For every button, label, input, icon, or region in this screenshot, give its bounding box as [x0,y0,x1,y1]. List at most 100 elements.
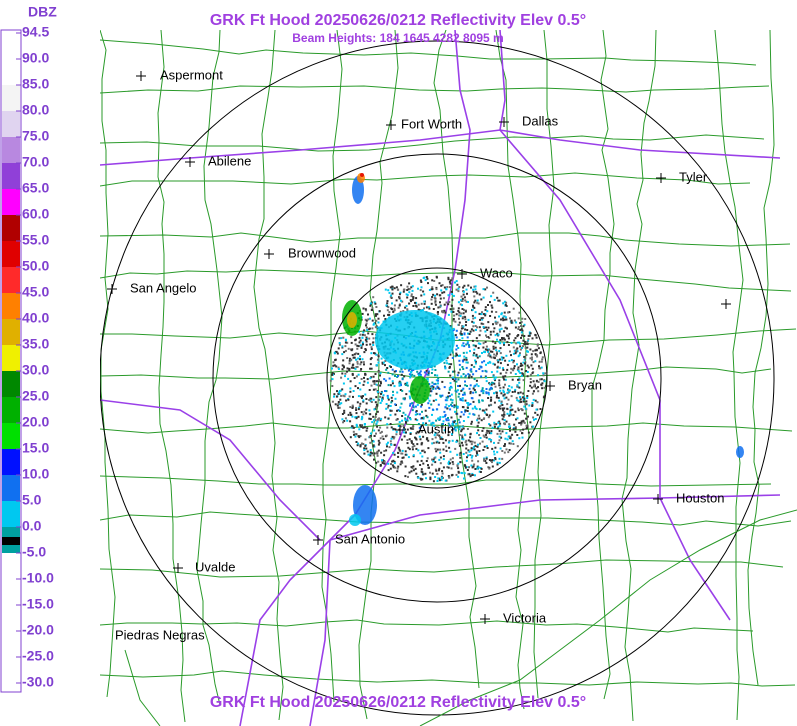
echo-pixel [437,417,440,420]
echo-pixel [418,413,421,416]
echo-pixel [359,388,362,391]
echo-pixel [344,417,347,420]
echo-pixel [427,370,430,373]
echo-pixel [448,386,451,389]
echo-pixel [380,430,383,433]
echo-pixel [333,393,336,396]
echo-pixel [493,363,496,366]
legend-swatch [2,215,20,241]
echo-pixel [390,463,392,465]
echo-pixel [450,393,453,396]
echo-pixel [481,440,484,443]
echo-pixel [397,446,400,449]
echo-pixel [502,409,505,412]
echo-pixel [526,343,529,346]
echo-pixel [378,417,381,420]
echo-pixel [431,368,434,371]
echo-pixel [373,419,375,422]
echo-pixel [353,377,356,379]
echo-pixel [499,389,502,392]
echo-pixel [502,337,505,340]
echo-pixel [507,435,510,438]
echo-pixel [381,396,384,399]
echo-pixel [496,351,498,354]
echo-pixel [464,299,467,302]
echo-pixel [474,316,477,319]
echo-pixel [350,341,353,344]
echo-pixel [431,413,433,416]
echo-pixel [468,466,470,469]
echo-pixel [531,404,534,407]
echo-pixel [464,466,467,469]
echo-pixel [520,423,523,426]
echo-pixel [362,400,365,403]
echo-pixel [373,380,376,382]
echo-pixel [471,320,474,323]
echo-pixel [498,457,501,460]
echo-pixel [482,434,485,437]
echo-pixel [490,403,493,406]
legend-label: 55.0 [22,232,49,248]
echo-pixel [421,430,424,433]
echo-pixel [409,417,411,419]
echo-pixel [420,281,423,283]
echo-pixel [449,398,452,401]
echo-pixel [379,437,382,440]
echo-pixel [460,333,463,335]
echo-pixel [420,286,423,289]
echo-pixel [409,397,412,400]
county-line [157,30,186,723]
echo-pixel [421,410,423,413]
echo-pixel [373,322,376,325]
echo-pixel [472,290,475,293]
echo-pixel [457,385,460,387]
echo-pixel [519,372,522,374]
echo-pixel [464,399,467,402]
echo-pixel [508,333,511,336]
echo-pixel [508,389,511,392]
echo-pixel [408,288,411,291]
echo-pixel [463,477,465,480]
echo-pixel [379,395,382,398]
echo-pixel [461,399,464,402]
echo-pixel [475,450,478,453]
echo-pixel [465,343,468,346]
echo-pixel [447,419,450,422]
echo-pixel [488,352,491,355]
echo-pixel [410,374,412,377]
echo-pixel [462,420,465,422]
echo-pixel [372,445,375,448]
echo-pixel [390,437,393,440]
echo-pixel [402,456,405,459]
echo-pixel [526,397,529,399]
echo-pixel [383,314,385,317]
echo-pixel [478,334,481,337]
echo-pixel [461,304,463,307]
echo-pixel [452,307,455,310]
echo-pixel [451,399,454,402]
echo-pixel [418,435,421,438]
echo-pixel [500,400,503,403]
legend-swatch [2,85,20,111]
echo-pixel [365,319,368,322]
echo-pixel [480,313,483,316]
echo-pixel [400,368,403,371]
echo-pixel [499,347,502,350]
echo-pixel [369,400,372,403]
echo-pixel [472,354,475,357]
echo-pixel [444,367,447,370]
echo-pixel [530,386,533,389]
echo-pixel [447,462,450,465]
echo-pixel [394,375,396,377]
echo-pixel [422,449,425,452]
echo-pixel [451,290,453,293]
echo-pixel [390,426,393,429]
echo-pixel [393,460,396,463]
coastline [124,509,797,726]
echo-pixel [427,373,430,376]
echo-pixel [386,394,389,397]
echo-pixel [519,348,522,351]
echo-pixel [504,423,506,426]
echo-pixel [380,382,382,385]
echo-pixel [512,428,515,431]
